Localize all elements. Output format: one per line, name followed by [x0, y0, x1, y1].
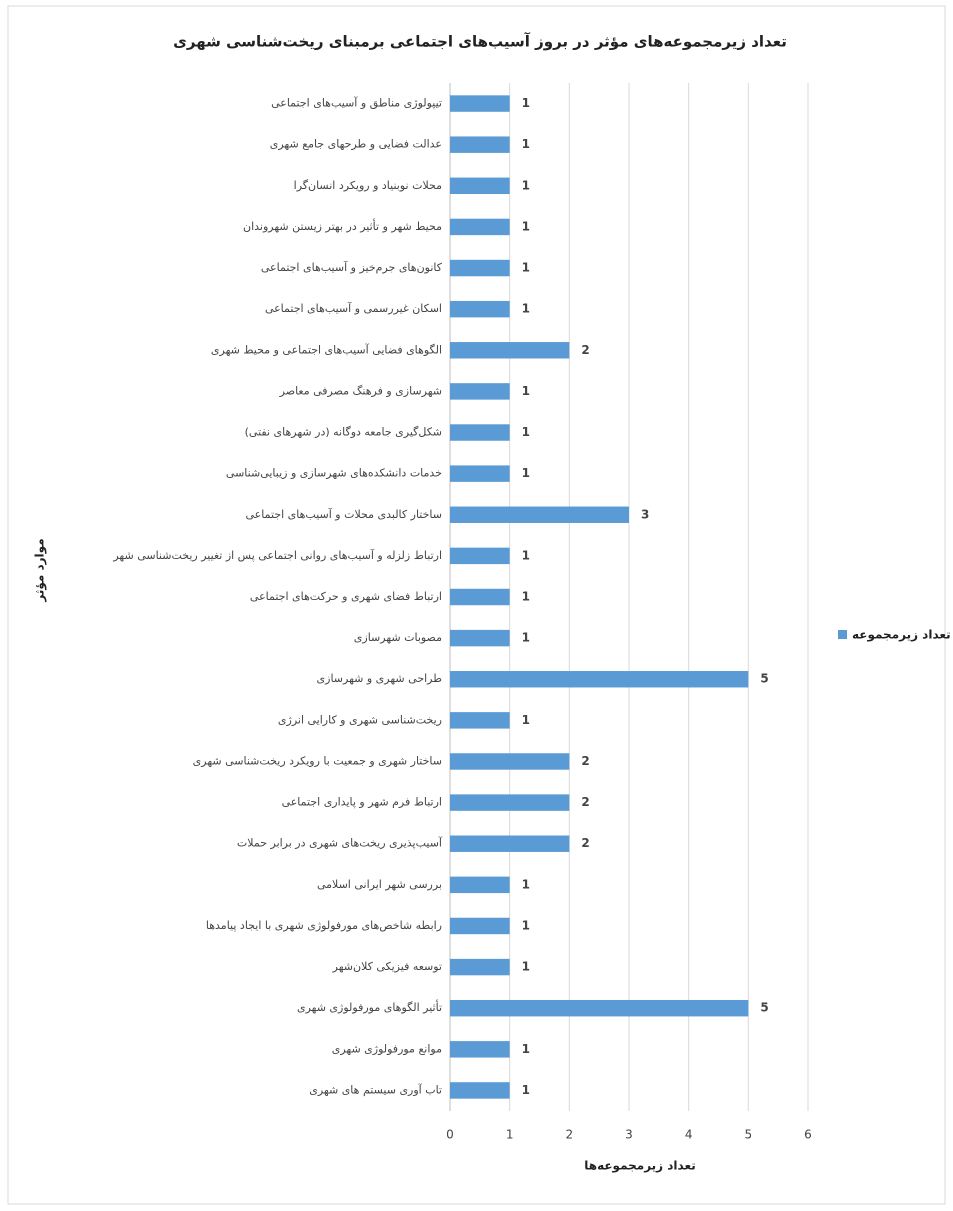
y-tick-label: طراحی شهری و شهرسازی: [317, 672, 443, 685]
y-tick-label: تیپولوژی مناطق و آسیب‌های اجتماعی: [271, 96, 442, 111]
bar: [450, 424, 510, 441]
bar: [450, 95, 510, 112]
bar: [450, 1041, 510, 1058]
y-tick-label: ریخت‌شناسی شهری و کارایی انرژی: [278, 713, 442, 726]
data-label: 5: [760, 672, 768, 686]
y-tick-label: آسیب‌پذیری ریخت‌های شهری در برابر حملات: [237, 836, 443, 850]
data-label: 1: [522, 466, 530, 480]
bar: [450, 136, 510, 153]
y-tick-label: ارتباط فضای شهری و حرکت‌های اجتماعی: [250, 590, 442, 603]
data-label: 1: [522, 960, 530, 974]
y-tick-label: تاب آوری سیستم های شهری: [309, 1082, 442, 1096]
data-label: 1: [522, 96, 530, 110]
y-tick-label: توسعه فیزیکی کلان‌شهر: [332, 960, 442, 973]
y-tick-label: محلات نوبنیاد و رویکرد انسان‌گرا: [294, 179, 442, 192]
y-tick-label: شهرسازی و فرهنگ مصرفی معاصر: [279, 384, 442, 397]
y-tick-label: ساختار شهری و جمعیت با رویکرد ریخت‌شناسی…: [193, 754, 442, 767]
bar: [450, 177, 510, 195]
y-tick-label: اسکان غیررسمی و آسیب‌های اجتماعی: [265, 301, 442, 315]
bar: [450, 671, 749, 688]
legend-swatch: [838, 630, 847, 639]
bar: [450, 300, 510, 318]
chart-title: تعداد زیرمجموعه‌های مؤثر در بروز آسیب‌ها…: [173, 33, 787, 51]
x-tick-label: 4: [685, 1128, 693, 1142]
data-label: 1: [522, 1042, 530, 1056]
y-tick-label: بررسی شهر ایرانی اسلامی: [317, 878, 442, 891]
bar: [450, 218, 510, 236]
bar: [450, 917, 510, 935]
y-axis-title: موارد مؤثر: [33, 538, 48, 602]
data-label: 1: [522, 1083, 530, 1097]
y-tick-label: محیط شهر و تأثیر در بهتر زیستن شهروندان: [243, 218, 442, 233]
data-label: 2: [581, 795, 589, 809]
bar: [450, 999, 749, 1017]
data-label: 5: [760, 1001, 768, 1015]
x-axis-title: تعداد زیرمجموعه‌ها: [584, 1159, 696, 1174]
bar: [450, 465, 510, 482]
bar: [450, 547, 510, 565]
bar: [450, 753, 570, 770]
y-tick-label: ارتباط فرم شهر و پایداری اجتماعی: [282, 796, 442, 809]
data-label: 1: [522, 219, 530, 233]
data-label: 1: [522, 384, 530, 398]
x-tick-label: 2: [566, 1128, 574, 1142]
x-tick-label: 6: [804, 1128, 812, 1142]
bar: [450, 876, 510, 894]
y-tick-label: عدالت فضایی و طرحهای جامع شهری: [270, 138, 442, 151]
x-tick-label: 5: [745, 1128, 753, 1142]
data-label: 1: [522, 548, 530, 562]
bar: [450, 712, 510, 729]
bar: [450, 958, 510, 976]
data-label: 1: [522, 178, 530, 192]
bar: [450, 342, 570, 359]
x-tick-label: 0: [446, 1128, 454, 1142]
bar: [450, 383, 510, 400]
y-tick-label: موانع مورفولوژی شهری: [332, 1042, 442, 1055]
data-label: 1: [522, 918, 530, 932]
data-label: 1: [522, 877, 530, 891]
data-label: 1: [522, 302, 530, 316]
bar: [450, 259, 510, 277]
bar: [450, 629, 510, 647]
data-label: 2: [581, 343, 589, 357]
data-label: 1: [522, 425, 530, 439]
data-label: 1: [522, 590, 530, 604]
y-tick-label: تأثیر الگوهای مورفولوژی شهری: [297, 999, 442, 1014]
data-label: 3: [641, 507, 649, 521]
legend-label: تعداد زیرمجموعه: [852, 628, 951, 643]
x-tick-label: 3: [625, 1128, 633, 1142]
bar: [450, 1082, 510, 1099]
data-label: 2: [581, 754, 589, 768]
y-tick-label: ارتباط زلزله و آسیب‌های روانی اجتماعی پس…: [112, 548, 442, 562]
bar: [450, 588, 510, 606]
data-label: 1: [522, 137, 530, 151]
bar: [450, 506, 629, 523]
data-label: 1: [522, 631, 530, 645]
data-label: 1: [522, 713, 530, 727]
y-tick-label: کانون‌های جرم‌خیز و آسیب‌های اجتماعی: [261, 260, 443, 274]
y-tick-label: ساختار کالبدی محلات و آسیب‌های اجتماعی: [246, 507, 442, 521]
x-tick-label: 1: [506, 1128, 514, 1142]
data-label: 2: [581, 836, 589, 850]
bar: [450, 835, 570, 852]
y-tick-label: مصوبات شهرسازی: [354, 631, 442, 644]
data-label: 1: [522, 261, 530, 275]
y-tick-label: شکل‌گیری جامعه دوگانه (در شهرهای نفتی): [245, 426, 442, 439]
bar: [450, 794, 570, 811]
y-tick-label: الگوهای فضایی آسیب‌های اجتماعی و محیط شه…: [211, 342, 442, 356]
y-tick-label: خدمات دانشکده‌های شهرسازی و زیبایی‌شناسی: [226, 467, 442, 480]
y-tick-label: رابطه شاخص‌های مورفولوژی شهری با ایجاد پ…: [206, 919, 442, 932]
